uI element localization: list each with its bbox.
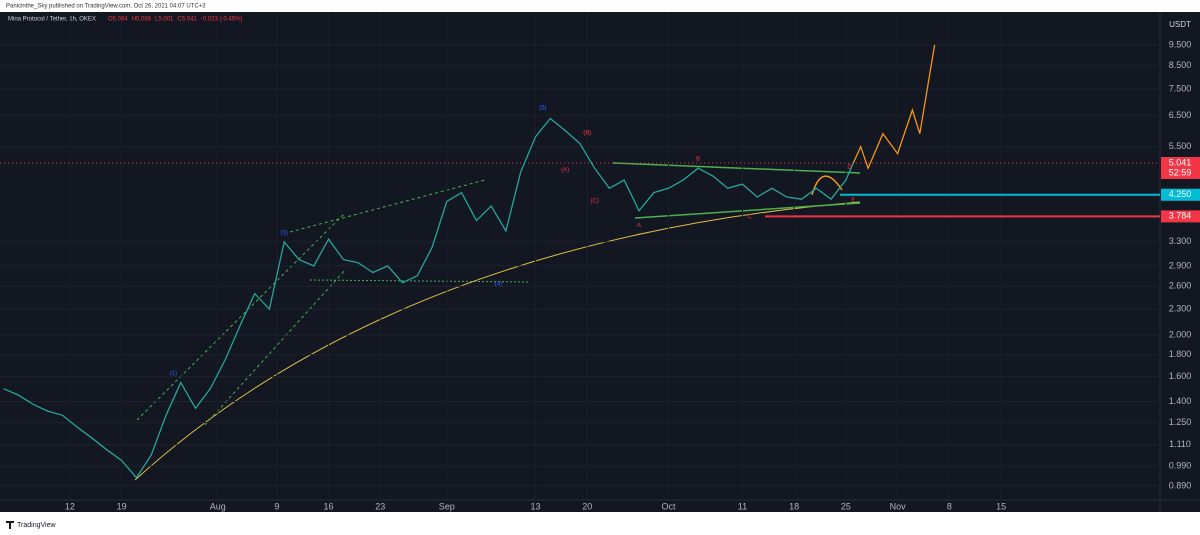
y-tick-label: 3.300 [1169, 236, 1192, 246]
x-tick-label: 13 [530, 501, 540, 511]
y-tick-label: 9.500 [1169, 39, 1192, 49]
x-tick-label: 11 [738, 501, 747, 511]
brand-logo [6, 521, 14, 529]
price-line-series [852, 44, 936, 171]
triangle-top [612, 162, 861, 174]
price-label-box [1161, 210, 1200, 223]
x-tick-label: Oct [662, 501, 677, 511]
y-tick-label: 8.500 [1169, 60, 1192, 70]
price-line-series [3, 117, 854, 479]
wave-label: B [696, 157, 700, 163]
x-tick-label: 16 [324, 501, 334, 511]
price-label-box [1161, 188, 1200, 201]
y-tick-label: 0.890 [1169, 480, 1192, 490]
channel [289, 179, 486, 233]
price-label: 4.250 [1169, 189, 1192, 199]
price-label-box [1161, 156, 1200, 179]
y-tick-label: 1.800 [1169, 349, 1192, 359]
wave-label: (B) [583, 131, 591, 137]
wave-label: (3) [281, 231, 288, 237]
x-tick-label: Sep [439, 501, 455, 511]
footer-bar [0, 512, 1200, 535]
ohlc-value: O5.064 [108, 17, 128, 23]
channel [204, 269, 346, 426]
wave-label: D [847, 165, 852, 171]
x-tick-label: 12 [65, 501, 75, 511]
y-tick-label: 2.600 [1169, 281, 1192, 291]
wave-label: E [851, 198, 855, 204]
y-tick-label: 1.250 [1169, 417, 1192, 427]
x-tick-label: 15 [996, 501, 1006, 511]
x-tick-label: Nov [890, 501, 907, 511]
y-tick-label: 5.500 [1169, 141, 1192, 151]
brand: TradingView [17, 522, 56, 529]
wave-label: C [748, 215, 753, 221]
ohlc-value: C5.041 [177, 17, 197, 23]
wave-label: (A) [561, 168, 569, 174]
ohlc-value: H5.086 [132, 17, 152, 23]
publisher: Panicinthe_Sky published on TradingView.… [6, 4, 206, 10]
wave-label: (1) [170, 371, 177, 377]
y-tick-label: 2.900 [1169, 260, 1192, 270]
ohlc-value: -0.023 (-0.45%) [201, 17, 243, 23]
y-tick-label: 6.500 [1169, 110, 1192, 120]
wave-label: A [637, 223, 641, 229]
price-label: 5.041 [1169, 157, 1192, 167]
wave-label: (4) [495, 282, 502, 288]
x-tick-label: 8 [947, 501, 952, 511]
channel [136, 212, 346, 421]
y-tick-label: 7.500 [1169, 83, 1192, 93]
y-tick-label: 0.990 [1169, 460, 1192, 470]
symbol: Mina Protocol / Tether, 1h, OKEX [8, 17, 96, 23]
triangle-bottom [634, 202, 861, 219]
x-tick-label: 20 [582, 501, 592, 511]
wave-label: (C) [590, 199, 598, 205]
currency: USDT [1169, 20, 1191, 29]
x-tick-label: 25 [841, 501, 851, 511]
wave-label: (5) [539, 106, 546, 112]
x-tick-label: Aug [210, 501, 226, 511]
y-tick-label: 1.110 [1169, 439, 1191, 449]
x-tick-label: 9 [274, 501, 279, 511]
drawings [134, 162, 861, 481]
channel [309, 279, 531, 283]
ohlc-value: L5.001 [155, 17, 174, 23]
header-bar [0, 0, 1200, 12]
price-label: 3.784 [1169, 211, 1192, 221]
x-tick-label: 19 [117, 501, 127, 511]
y-tick-label: 2.300 [1169, 303, 1192, 313]
x-tick-label: 18 [789, 501, 799, 511]
y-tick-label: 1.600 [1169, 371, 1192, 381]
y-tick-label: 1.400 [1169, 396, 1192, 406]
plot-background [0, 12, 1200, 512]
x-tick-label: 23 [375, 501, 385, 511]
price-timer: 52:59 [1169, 167, 1192, 177]
arc-curve [134, 201, 861, 481]
y-tick-label: 2.000 [1169, 329, 1192, 339]
